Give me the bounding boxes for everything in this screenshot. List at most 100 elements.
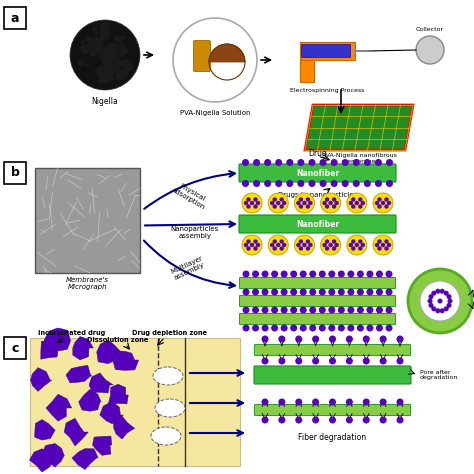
Circle shape xyxy=(92,26,98,32)
Circle shape xyxy=(253,246,258,251)
Circle shape xyxy=(109,57,119,67)
Circle shape xyxy=(351,197,356,202)
Circle shape xyxy=(381,201,385,205)
Circle shape xyxy=(87,37,93,44)
Circle shape xyxy=(428,299,432,303)
Circle shape xyxy=(295,399,302,405)
Circle shape xyxy=(376,307,383,313)
Circle shape xyxy=(364,180,371,187)
Circle shape xyxy=(342,159,349,166)
Circle shape xyxy=(361,201,365,205)
Circle shape xyxy=(308,243,312,247)
Circle shape xyxy=(98,76,106,83)
Circle shape xyxy=(92,46,98,53)
Polygon shape xyxy=(113,351,139,370)
Circle shape xyxy=(357,271,364,277)
Circle shape xyxy=(262,357,268,365)
Polygon shape xyxy=(100,401,123,424)
Circle shape xyxy=(376,271,383,277)
Circle shape xyxy=(319,180,327,187)
Text: Physical
adsorption: Physical adsorption xyxy=(171,181,210,211)
Polygon shape xyxy=(89,373,113,393)
Circle shape xyxy=(384,204,389,209)
Circle shape xyxy=(363,399,370,405)
Circle shape xyxy=(278,336,285,343)
Circle shape xyxy=(253,239,258,244)
Circle shape xyxy=(363,336,370,343)
Circle shape xyxy=(244,243,248,247)
Circle shape xyxy=(358,239,363,244)
Circle shape xyxy=(271,271,278,277)
Circle shape xyxy=(92,37,103,48)
Ellipse shape xyxy=(153,367,183,385)
Circle shape xyxy=(100,52,108,60)
Text: Collector: Collector xyxy=(416,27,444,32)
Circle shape xyxy=(348,201,353,205)
Circle shape xyxy=(246,204,251,209)
Circle shape xyxy=(242,180,249,187)
Text: Electrospinning Process: Electrospinning Process xyxy=(290,88,364,93)
FancyBboxPatch shape xyxy=(239,277,395,289)
Circle shape xyxy=(306,197,310,202)
Circle shape xyxy=(119,58,129,69)
Circle shape xyxy=(444,306,449,311)
Circle shape xyxy=(306,246,310,251)
Circle shape xyxy=(347,271,355,277)
Circle shape xyxy=(290,307,297,313)
Text: Membrane's
Micrograph: Membrane's Micrograph xyxy=(66,277,109,290)
Circle shape xyxy=(242,193,262,213)
Circle shape xyxy=(262,417,268,423)
Circle shape xyxy=(309,289,316,295)
Circle shape xyxy=(100,22,110,32)
Circle shape xyxy=(435,289,440,294)
Polygon shape xyxy=(108,384,128,405)
Polygon shape xyxy=(92,436,112,456)
Circle shape xyxy=(384,239,389,244)
Circle shape xyxy=(312,336,319,343)
Circle shape xyxy=(271,289,278,295)
Circle shape xyxy=(325,239,329,244)
Circle shape xyxy=(309,180,316,187)
Circle shape xyxy=(282,243,286,247)
Text: Drug: Drug xyxy=(308,148,327,157)
FancyBboxPatch shape xyxy=(300,60,314,82)
Circle shape xyxy=(107,43,118,54)
Circle shape xyxy=(331,159,337,166)
Polygon shape xyxy=(72,448,98,470)
Circle shape xyxy=(361,243,365,247)
Circle shape xyxy=(253,159,260,166)
Circle shape xyxy=(100,29,110,40)
Circle shape xyxy=(346,357,353,365)
Circle shape xyxy=(334,201,339,205)
Circle shape xyxy=(366,325,374,331)
Circle shape xyxy=(376,289,383,295)
Polygon shape xyxy=(29,449,54,472)
Text: PVA-Nigella Solution: PVA-Nigella Solution xyxy=(180,110,250,116)
Circle shape xyxy=(118,46,128,55)
Circle shape xyxy=(346,417,353,423)
Circle shape xyxy=(358,204,363,209)
FancyBboxPatch shape xyxy=(255,404,410,416)
Circle shape xyxy=(109,48,118,58)
Circle shape xyxy=(325,246,329,251)
Polygon shape xyxy=(46,394,72,421)
Circle shape xyxy=(380,336,387,343)
Circle shape xyxy=(447,294,452,299)
FancyBboxPatch shape xyxy=(254,366,411,384)
Circle shape xyxy=(300,307,307,313)
Circle shape xyxy=(346,336,353,343)
Circle shape xyxy=(280,246,284,251)
Circle shape xyxy=(347,193,367,213)
Text: a: a xyxy=(11,11,19,25)
Circle shape xyxy=(312,417,319,423)
Circle shape xyxy=(252,289,259,295)
Circle shape xyxy=(319,289,326,295)
Circle shape xyxy=(242,235,262,255)
Circle shape xyxy=(104,53,108,57)
Circle shape xyxy=(273,246,277,251)
FancyBboxPatch shape xyxy=(301,45,350,57)
Circle shape xyxy=(281,325,288,331)
Circle shape xyxy=(396,357,403,365)
Circle shape xyxy=(94,31,98,36)
Circle shape xyxy=(312,357,319,365)
